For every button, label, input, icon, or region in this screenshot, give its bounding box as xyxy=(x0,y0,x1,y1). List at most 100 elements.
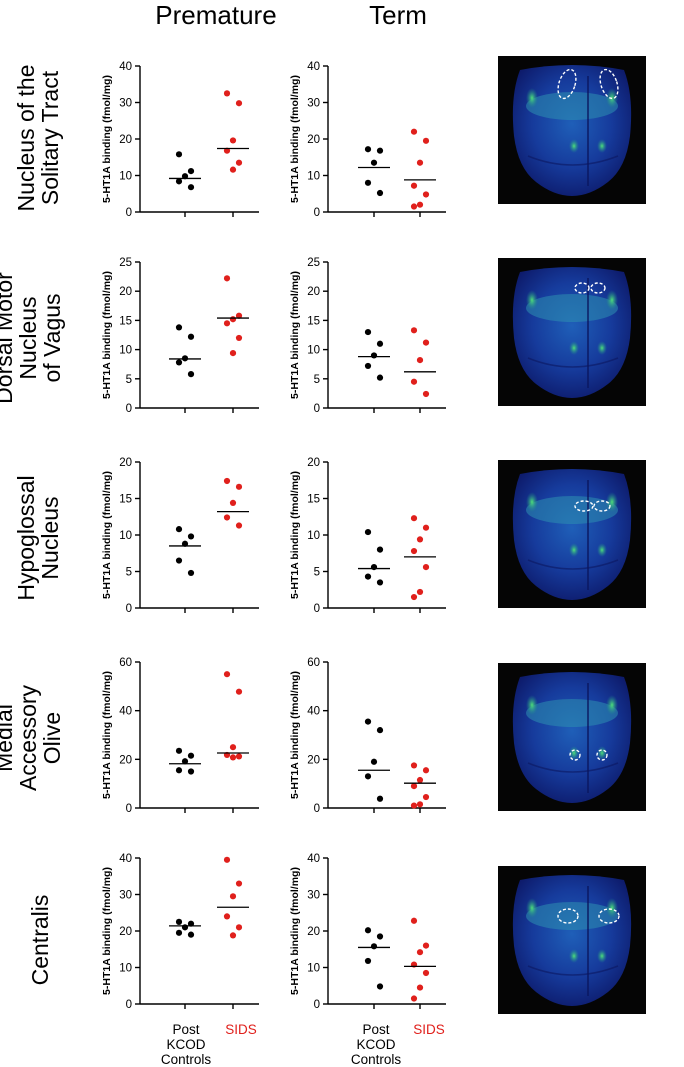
plot-premature-row1: 0 5 10 15 20 25 5-HT1A binding (fmol/mg) xyxy=(101,257,259,415)
y-tick-label: 20 xyxy=(307,286,320,298)
y-axis-label: 5-HT1A binding (fmol/mg) xyxy=(101,75,113,203)
y-tick-label: 25 xyxy=(119,257,132,269)
data-point-controls xyxy=(181,924,189,931)
plot-term-row0: 0 10 20 30 40 5-HT1A binding (fmol/mg) xyxy=(289,61,446,219)
y-tick-label: 10 xyxy=(119,530,132,542)
y-tick-label: 15 xyxy=(119,494,132,506)
y-tick-label: 0 xyxy=(126,207,132,219)
data-point-sids xyxy=(416,357,424,364)
y-tick-label: 60 xyxy=(119,657,132,669)
y-tick-label: 5 xyxy=(314,567,320,579)
data-point-sids xyxy=(223,514,231,521)
plot-term-row3: 0 20 40 60 5-HT1A binding (fmol/mg) xyxy=(289,657,446,815)
data-point-sids xyxy=(235,880,243,887)
data-point-controls xyxy=(364,927,372,934)
data-point-sids xyxy=(410,327,418,334)
data-point-sids xyxy=(229,932,237,939)
data-point-controls xyxy=(376,189,384,197)
data-point-controls xyxy=(175,526,183,533)
brain-section-image-5 xyxy=(498,866,646,1014)
plot-term-row4: 0 10 20 30 40 5-HT1A binding (fmol/mg) xyxy=(289,853,446,1011)
y-tick-label: 40 xyxy=(119,706,132,718)
data-point-sids xyxy=(223,671,231,678)
y-tick-label: 10 xyxy=(119,171,132,183)
data-point-sids xyxy=(410,128,418,135)
data-point-controls xyxy=(376,340,384,347)
data-point-sids xyxy=(410,762,418,769)
data-point-sids xyxy=(223,477,231,485)
data-point-controls xyxy=(376,933,384,940)
y-tick-label: 40 xyxy=(307,706,320,718)
y-tick-label: 10 xyxy=(307,963,320,975)
data-point-sids xyxy=(229,499,237,506)
data-point-controls xyxy=(175,767,183,774)
y-tick-label: 20 xyxy=(119,754,132,766)
y-tick-label: 0 xyxy=(126,603,132,615)
y-tick-label: 0 xyxy=(126,999,132,1011)
data-point-sids xyxy=(416,776,424,784)
data-point-sids xyxy=(235,159,243,166)
y-tick-label: 0 xyxy=(126,803,132,815)
data-point-sids xyxy=(422,564,430,571)
y-tick-label: 5 xyxy=(126,374,132,386)
y-tick-label: 30 xyxy=(307,890,320,902)
data-point-sids xyxy=(410,995,418,1002)
y-tick-label: 20 xyxy=(307,134,320,146)
data-point-controls xyxy=(364,328,372,336)
data-point-sids xyxy=(235,483,243,490)
y-axis-label: 5-HT1A binding (fmol/mg) xyxy=(289,671,301,799)
data-point-controls xyxy=(187,569,195,577)
data-point-controls xyxy=(364,773,372,780)
data-point-controls xyxy=(364,528,372,536)
data-point-controls xyxy=(364,146,372,153)
data-point-controls xyxy=(370,564,378,571)
data-point-controls xyxy=(376,795,384,802)
y-tick-label: 30 xyxy=(119,98,132,110)
data-point-controls xyxy=(364,957,372,965)
xlabel-sids-premature: SIDS xyxy=(225,1022,257,1037)
y-tick-label: 40 xyxy=(119,853,132,865)
xlabel-controls-premature: Post KCOD Controls xyxy=(160,1022,212,1067)
data-point-sids xyxy=(235,334,243,342)
xlabel-controls-term: Post KCOD Controls xyxy=(350,1022,402,1067)
y-tick-label: 20 xyxy=(307,754,320,766)
data-point-controls xyxy=(175,929,183,936)
data-point-controls xyxy=(175,178,183,185)
y-tick-label: 20 xyxy=(307,926,320,938)
data-point-sids xyxy=(416,201,424,208)
y-axis-label: 5-HT1A binding (fmol/mg) xyxy=(289,867,301,995)
plot-premature-row2: 0 5 10 15 20 5-HT1A binding (fmol/mg) xyxy=(101,457,259,615)
data-point-controls xyxy=(187,333,195,340)
data-point-controls xyxy=(370,159,378,166)
y-tick-label: 0 xyxy=(314,207,320,219)
y-tick-label: 20 xyxy=(119,457,132,469)
y-tick-label: 10 xyxy=(119,345,132,357)
data-point-controls xyxy=(376,147,384,154)
data-point-sids xyxy=(410,203,418,210)
data-point-controls xyxy=(376,579,384,586)
data-point-sids xyxy=(229,744,237,751)
y-tick-label: 10 xyxy=(119,963,132,975)
data-point-sids xyxy=(229,166,237,173)
data-point-controls xyxy=(376,983,384,990)
y-tick-label: 15 xyxy=(307,494,320,506)
data-point-sids xyxy=(229,350,237,357)
data-point-sids xyxy=(223,856,231,863)
column-title-term: Term xyxy=(369,0,427,30)
data-point-sids xyxy=(235,688,243,695)
data-point-sids xyxy=(422,191,430,198)
y-tick-label: 40 xyxy=(307,61,320,73)
data-point-controls xyxy=(175,747,183,754)
data-point-sids xyxy=(229,754,237,761)
data-point-sids xyxy=(422,767,430,774)
data-point-sids xyxy=(422,390,430,398)
brain-section-image-2 xyxy=(498,258,646,406)
data-point-controls xyxy=(187,184,195,191)
data-point-sids xyxy=(410,917,418,924)
data-point-sids xyxy=(223,90,231,97)
xlabel-sids-term: SIDS xyxy=(413,1022,445,1037)
data-point-controls xyxy=(376,546,384,553)
y-tick-label: 30 xyxy=(119,890,132,902)
y-tick-label: 20 xyxy=(119,926,132,938)
